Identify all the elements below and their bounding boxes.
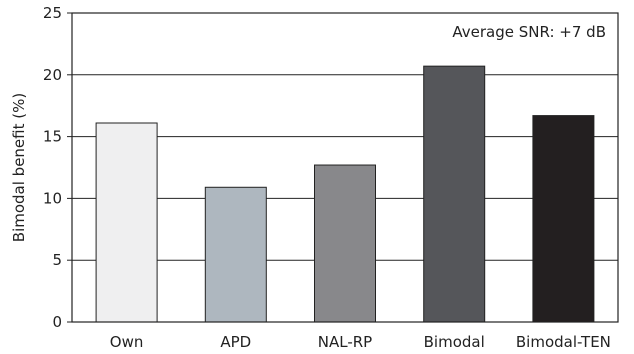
bar-nal-rp — [314, 164, 376, 323]
bar-apd — [204, 186, 267, 323]
bar-bimodal-ten — [532, 115, 595, 323]
y-axis-label: Bimodal benefit (%) — [10, 93, 28, 242]
x-tick-label: Own — [110, 333, 144, 351]
y-tick-label: 25 — [43, 4, 62, 22]
y-tick-label: 10 — [43, 189, 62, 207]
bars — [95, 65, 595, 323]
y-tick-label: 20 — [43, 66, 62, 84]
x-tick-label: APD — [220, 333, 251, 351]
snr-annotation: Average SNR: +7 dB — [452, 23, 606, 41]
bar-own — [95, 122, 158, 323]
x-tick-labels: Own APD NAL-RP Bimodal Bimodal-TEN — [110, 333, 611, 351]
y-tick-label: 5 — [52, 251, 62, 269]
y-tick-labels: 0 5 10 15 20 25 — [43, 4, 62, 331]
y-tick-label: 0 — [52, 313, 62, 331]
bar-bimodal — [423, 65, 486, 323]
x-tick-label: NAL-RP — [318, 333, 372, 351]
plot-frame — [71, 12, 619, 323]
x-tick-label: Bimodal — [424, 333, 485, 351]
y-tick-label: 15 — [43, 128, 62, 146]
x-tick-label: Bimodal-TEN — [516, 333, 611, 351]
